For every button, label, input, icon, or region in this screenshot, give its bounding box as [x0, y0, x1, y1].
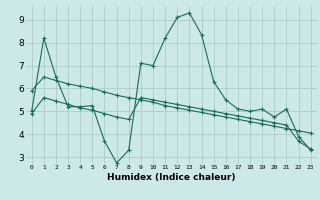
X-axis label: Humidex (Indice chaleur): Humidex (Indice chaleur)	[107, 173, 236, 182]
